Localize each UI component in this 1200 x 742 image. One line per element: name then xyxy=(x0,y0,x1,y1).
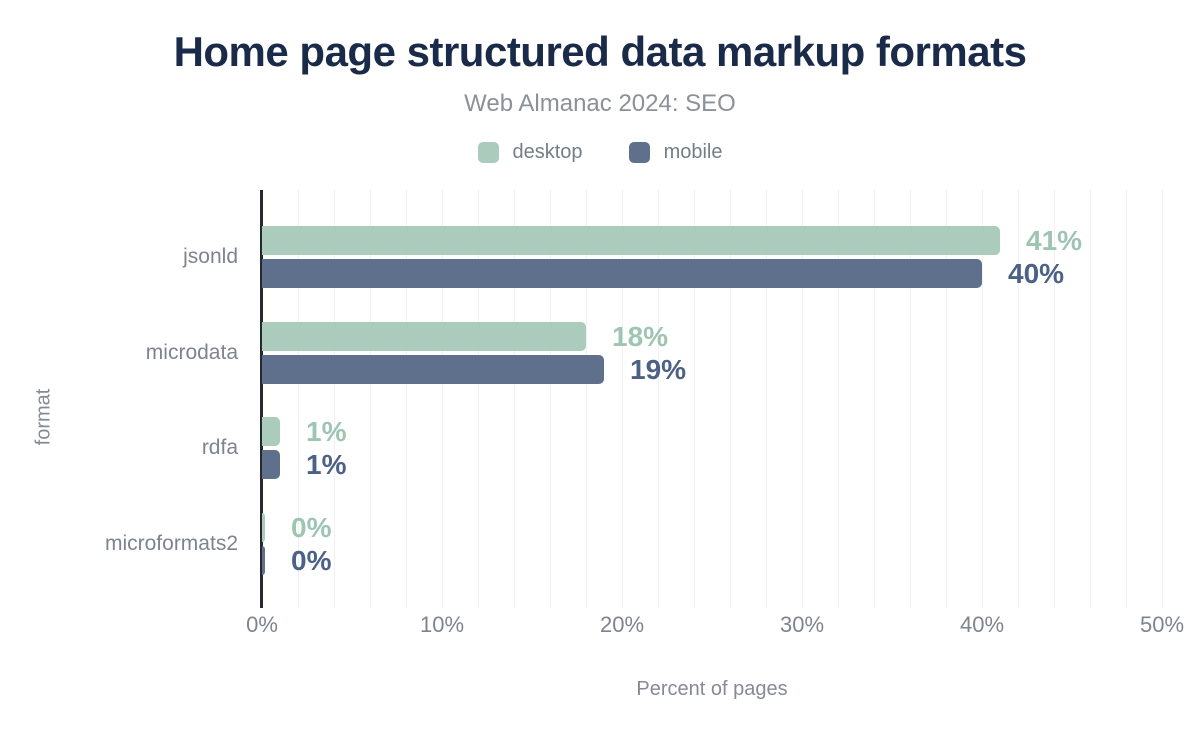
gridline xyxy=(514,190,515,608)
gridline xyxy=(766,190,767,608)
gridline xyxy=(1162,190,1163,608)
value-label-mobile-microformats2: 0% xyxy=(291,544,332,576)
value-label-mobile-jsonld: 40% xyxy=(1008,258,1065,289)
gridline xyxy=(730,190,731,608)
bar-desktop-rdfa xyxy=(262,417,280,446)
gridline xyxy=(910,190,911,608)
legend: desktop mobile xyxy=(0,141,1200,164)
legend-item-desktop: desktop xyxy=(477,141,583,164)
value-label-desktop-rdfa: 1% xyxy=(306,416,347,447)
gridline xyxy=(694,190,695,608)
gridline xyxy=(802,190,803,608)
gridline xyxy=(442,190,443,608)
x-tick-label-40%: 40% xyxy=(959,612,1005,637)
x-axis-title: Percent of pages xyxy=(636,678,788,700)
bar-desktop-microdata xyxy=(262,321,586,351)
x-tick-label-20%: 20% xyxy=(599,612,645,637)
category-label-microformats2: microformats2 xyxy=(104,531,238,555)
gridline xyxy=(298,190,299,608)
gridline xyxy=(1126,190,1127,608)
gridline xyxy=(334,190,335,608)
value-label-desktop-microformats2: 0% xyxy=(291,511,332,543)
bar-mobile-jsonld xyxy=(262,259,982,288)
gridline xyxy=(946,190,947,608)
legend-item-mobile: mobile xyxy=(628,141,723,164)
x-tick-label-0%: 0% xyxy=(246,612,278,637)
category-labels: jsonld microdata rdfa microformats2 xyxy=(0,190,250,608)
x-tick-label-10%: 10% xyxy=(419,612,465,637)
legend-swatch-desktop xyxy=(477,142,499,163)
chart-title: Home page structured data markup formats xyxy=(173,28,1027,75)
gridline xyxy=(622,190,623,608)
gridline xyxy=(586,190,587,608)
chart-subtitle: Web Almanac 2024: SEO xyxy=(464,90,736,117)
bar-mobile-microformats2 xyxy=(262,545,265,575)
y-axis-line xyxy=(260,190,263,608)
gridline xyxy=(406,190,407,608)
x-tick-label-30%: 30% xyxy=(779,612,825,637)
gridline xyxy=(1018,190,1019,608)
gridline xyxy=(658,190,659,608)
x-axis: 0% 10% 20% 30% 40% 50% xyxy=(246,612,1184,640)
gridline xyxy=(550,190,551,608)
value-label-desktop-microdata: 18% xyxy=(612,320,669,352)
value-label-mobile-microdata: 19% xyxy=(630,353,687,385)
gridline xyxy=(1054,190,1055,608)
category-label-microdata: microdata xyxy=(145,340,238,364)
category-label-jsonld: jsonld xyxy=(183,245,238,268)
legend-label-mobile: mobile xyxy=(663,141,723,163)
bar-mobile-microdata xyxy=(262,354,604,384)
x-tick-label-50%: 50% xyxy=(1139,612,1185,637)
category-label-rdfa: rdfa xyxy=(201,436,238,459)
gridline xyxy=(478,190,479,608)
gridline xyxy=(1090,190,1091,608)
bar-desktop-jsonld xyxy=(262,226,1000,255)
gridline xyxy=(982,190,983,608)
legend-swatch-mobile xyxy=(628,142,650,163)
gridline xyxy=(370,190,371,608)
bar-mobile-rdfa xyxy=(262,450,280,479)
gridline xyxy=(874,190,875,608)
plot-area: 41% 40% 18% 19% 1% 1% 0% 0% xyxy=(260,190,1163,608)
gridline xyxy=(838,190,839,608)
value-label-mobile-rdfa: 1% xyxy=(306,449,347,480)
legend-label-desktop: desktop xyxy=(512,141,583,163)
bar-desktop-microformats2 xyxy=(262,512,265,542)
value-label-desktop-jsonld: 41% xyxy=(1026,225,1083,256)
